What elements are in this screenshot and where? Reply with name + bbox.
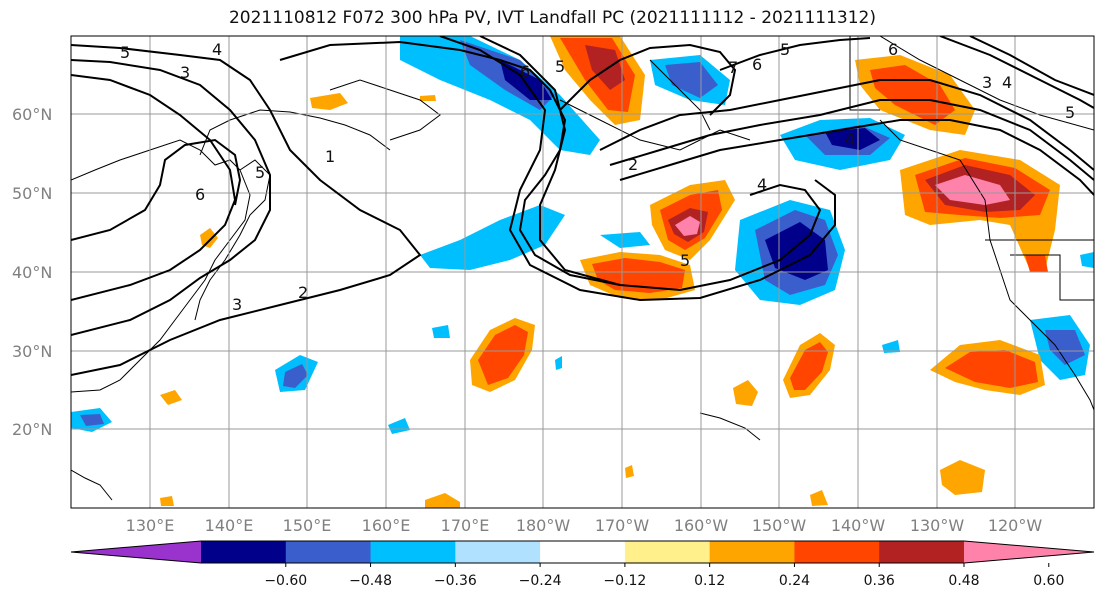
lat-label: 30°N (12, 342, 52, 361)
svg-text:6: 6 (752, 55, 762, 74)
colorbar-segment (794, 541, 880, 563)
lon-label: 160°E (362, 516, 411, 535)
lon-label: 170°W (595, 516, 650, 535)
svg-text:5: 5 (680, 251, 690, 270)
colorbar-tick-label: 0.48 (948, 573, 979, 589)
map-title: 2021110812 F072 300 hPa PV, IVT Landfall… (228, 8, 876, 28)
svg-text:5: 5 (120, 43, 130, 62)
latitude-labels: 60°N 50°N 40°N 30°N 20°N (12, 105, 52, 439)
lat-label: 50°N (12, 184, 52, 203)
contour-labels: 5 4 3 1 6 5 3 2 6 5 7 6 5 4 2 5 6 3 4 4 … (120, 40, 1075, 314)
colorbar-extend-high (964, 541, 1094, 563)
lon-label: 160°W (674, 516, 729, 535)
colorbar-extend-low (71, 541, 201, 563)
graticule (71, 36, 1094, 508)
svg-text:3: 3 (180, 63, 190, 82)
colorbar-segment (201, 541, 287, 563)
colorbar-segment (540, 541, 626, 563)
colorbar-tick-label: 0.60 (1033, 573, 1064, 589)
colorbar-tick-label: −0.60 (264, 573, 307, 589)
longitude-labels: 130°E 140°E 150°E 160°E 170°E 180°W 170°… (126, 516, 1043, 535)
svg-text:3: 3 (982, 73, 992, 92)
colorbar-segment (370, 541, 456, 563)
svg-text:5: 5 (555, 57, 565, 76)
colorbar-tick-label: 0.12 (694, 573, 725, 589)
svg-text:6: 6 (888, 40, 898, 59)
svg-text:1: 1 (325, 147, 335, 166)
colorbar: −0.60 −0.48 −0.36 −0.24 −0.12 0.12 0.24 0.36 0.4… (70, 540, 1095, 589)
colorbar-tick-label: −0.12 (603, 573, 646, 589)
svg-text:6: 6 (520, 62, 530, 81)
colorbar-outline (70, 540, 1095, 564)
colorbar-tick-label: 0.36 (864, 573, 895, 589)
svg-text:2: 2 (298, 283, 308, 302)
svg-text:5: 5 (780, 40, 790, 59)
colorbar-segment (624, 541, 711, 563)
colorbar-tick-label: −0.48 (349, 573, 392, 589)
lon-label: 140°W (831, 516, 886, 535)
lon-label: 130°W (910, 516, 965, 535)
svg-text:6: 6 (195, 185, 205, 204)
colorbar-segment (709, 541, 795, 563)
svg-text:2: 2 (628, 155, 638, 174)
colorbar-tick-label: 0.24 (779, 573, 810, 589)
colorbar-segment (455, 541, 541, 563)
colorbar-segment (879, 541, 965, 563)
lon-label: 140°E (205, 516, 254, 535)
svg-text:4: 4 (757, 175, 767, 194)
svg-text:7: 7 (728, 58, 738, 77)
lon-label: 130°E (126, 516, 175, 535)
lon-label: 120°W (988, 516, 1043, 535)
coastlines (71, 36, 1094, 501)
lat-label: 40°N (12, 263, 52, 282)
map-frame (70, 35, 1095, 509)
svg-text:4: 4 (1002, 73, 1012, 92)
lat-label: 60°N (12, 105, 52, 124)
svg-text:5: 5 (1065, 103, 1075, 122)
lat-label: 20°N (12, 420, 52, 439)
colorbar-tick-label: −0.24 (519, 573, 562, 589)
svg-text:4: 4 (212, 40, 222, 59)
lon-label: 180°W (516, 516, 571, 535)
lon-label: 170°E (441, 516, 490, 535)
lon-label: 150°W (752, 516, 807, 535)
svg-text:4: 4 (845, 130, 855, 149)
colorbar-tick-label: −0.36 (434, 573, 477, 589)
svg-text:3: 3 (232, 295, 242, 314)
colorbar-segment (285, 541, 372, 563)
pv-contours (71, 36, 1094, 376)
lon-label: 150°E (283, 516, 332, 535)
svg-text:5: 5 (255, 163, 265, 182)
